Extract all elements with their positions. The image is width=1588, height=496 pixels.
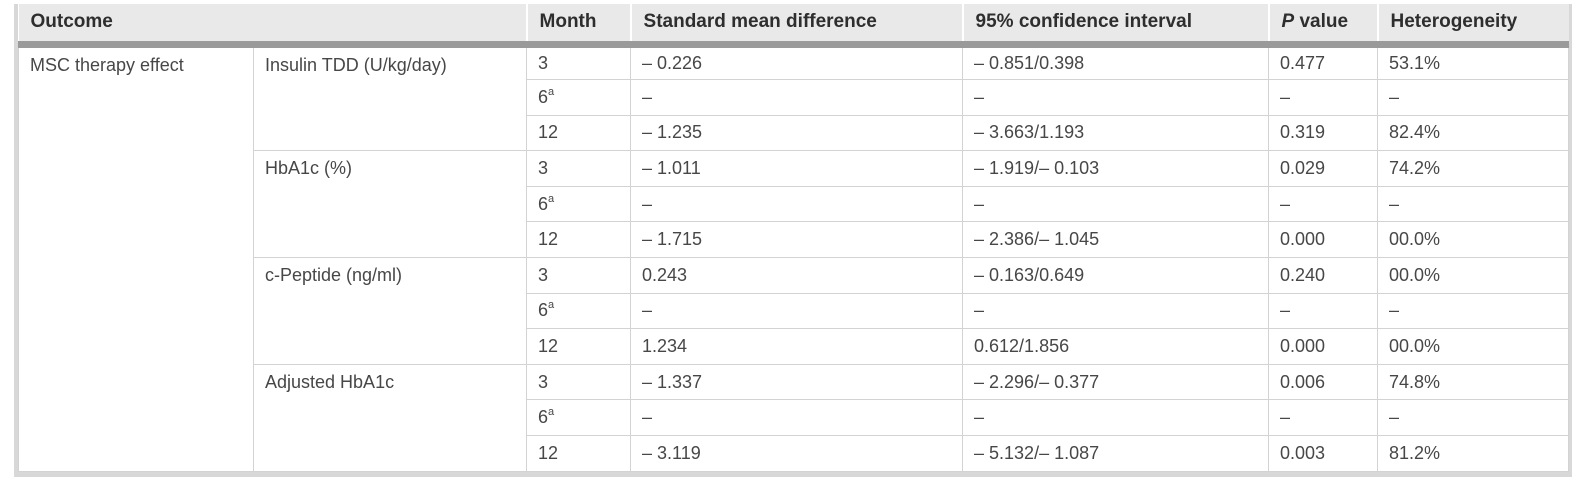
table-row: 6a – – – – — [19, 185, 1570, 223]
smd-cell: – — [630, 399, 964, 437]
heterogeneity-cell: 82.4% — [1377, 114, 1570, 152]
table-header: Outcome Month Standard mean difference 9… — [18, 4, 1569, 48]
table-row: 12 – 1.715 – 2.386/– 1.045 0.000 00.0% — [19, 221, 1570, 259]
table-row: 12 – 3.119 – 5.132/– 1.087 0.003 81.2% — [19, 435, 1570, 472]
table-row: 6a – – – – — [19, 79, 1570, 116]
footnote-marker: a — [548, 406, 555, 419]
heterogeneity-cell: – — [1377, 79, 1570, 116]
smd-cell: – 1.337 — [630, 363, 964, 401]
pvalue-cell: 0.240 — [1268, 257, 1379, 294]
pvalue-italic-p: P — [1281, 11, 1295, 33]
smd-cell: – 1.715 — [630, 221, 964, 259]
smd-cell: – 1.235 — [630, 114, 964, 152]
table-row: MSC therapy effect Insulin TDD (U/kg/day… — [18, 43, 1570, 472]
ci-cell: – 2.296/– 0.377 — [962, 363, 1270, 401]
month-cell: 6a — [526, 185, 632, 223]
table-row: 12 1.234 0.612/1.856 0.000 00.0% — [19, 328, 1570, 365]
month-cell: 3 — [526, 257, 632, 294]
pvalue-cell: 0.319 — [1268, 114, 1379, 152]
heterogeneity-cell: 74.2% — [1377, 150, 1570, 187]
heterogeneity-cell: – — [1377, 292, 1570, 330]
month-cell: 6a — [526, 79, 632, 116]
month-cell: 3 — [526, 150, 632, 187]
measure-cell: c-Peptide (ng/ml) — [252, 257, 528, 365]
smd-cell: 0.243 — [630, 257, 964, 294]
col-header-outcome: Outcome — [18, 4, 527, 48]
smd-cell: 1.234 — [630, 328, 964, 365]
heterogeneity-cell: 00.0% — [1377, 328, 1570, 365]
ci-cell: – 2.386/– 1.045 — [962, 221, 1270, 259]
pvalue-cell: 0.477 — [1268, 43, 1379, 81]
month-cell: 3 — [526, 363, 632, 401]
pvalue-rest: value — [1294, 11, 1349, 33]
heterogeneity-cell: 81.2% — [1377, 435, 1570, 472]
table-body: MSC therapy effect Insulin TDD (U/kg/day… — [18, 43, 1570, 472]
pvalue-cell: 0.000 — [1268, 328, 1379, 365]
smd-cell: – 3.119 — [630, 435, 964, 472]
pvalue-cell: 0.006 — [1268, 363, 1379, 401]
measure-cell: Adjusted HbA1c — [252, 363, 528, 472]
smd-cell: – — [630, 185, 964, 223]
month-cell: 6a — [526, 399, 632, 437]
pvalue-cell: 0.029 — [1268, 150, 1379, 187]
pvalue-cell: – — [1268, 399, 1379, 437]
ci-cell: 0.612/1.856 — [962, 328, 1270, 365]
month-cell: 6a — [526, 292, 632, 330]
smd-cell: – 1.011 — [630, 150, 964, 187]
heterogeneity-cell: 00.0% — [1377, 221, 1570, 259]
heterogeneity-cell: – — [1377, 399, 1570, 437]
month-cell: 12 — [526, 435, 632, 472]
col-header-heterogeneity: Heterogeneity — [1376, 4, 1569, 48]
heterogeneity-cell: 74.8% — [1377, 363, 1570, 401]
month-cell: 12 — [526, 221, 632, 259]
header-row: Outcome Month Standard mean difference 9… — [18, 4, 1569, 48]
table-row: HbA1c (%) 3 – 1.011 – 1.919/– 0.103 0.02… — [19, 150, 1570, 259]
ci-cell: – 1.919/– 0.103 — [962, 150, 1270, 187]
pvalue-cell: 0.000 — [1268, 221, 1379, 259]
heterogeneity-cell: – — [1377, 185, 1570, 223]
ci-cell: – 0.163/0.649 — [962, 257, 1270, 294]
ci-cell: – — [962, 292, 1270, 330]
smd-cell: – 0.226 — [630, 43, 964, 81]
footnote-marker: a — [548, 299, 555, 312]
month-cell: 12 — [526, 114, 632, 152]
col-header-month: Month — [525, 4, 631, 48]
table-row: c-Peptide (ng/ml) 3 0.243 – 0.163/0.649 … — [19, 257, 1570, 365]
measure-cell: Insulin TDD (U/kg/day) — [252, 43, 528, 152]
pvalue-cell: – — [1268, 79, 1379, 116]
footnote-marker: a — [548, 192, 555, 205]
results-table: Outcome Month Standard mean difference 9… — [18, 4, 1570, 472]
pvalue-cell: 0.003 — [1268, 435, 1379, 472]
ci-cell: – 5.132/– 1.087 — [962, 435, 1270, 472]
month-cell: 3 — [526, 43, 632, 81]
col-header-ci: 95% confidence interval — [961, 4, 1269, 48]
smd-cell: – — [630, 79, 964, 116]
ci-cell: – 0.851/0.398 — [962, 43, 1270, 81]
footnote-marker: a — [548, 85, 555, 98]
table-row: 6a – – – – — [19, 399, 1570, 437]
ci-cell: – 3.663/1.193 — [962, 114, 1270, 152]
table-row: 12 – 1.235 – 3.663/1.193 0.319 82.4% — [19, 114, 1570, 152]
col-header-pvalue: P value — [1267, 4, 1378, 48]
measure-cell: HbA1c (%) — [252, 150, 528, 259]
month-cell: 12 — [526, 328, 632, 365]
results-table-container: Outcome Month Standard mean difference 9… — [14, 4, 1572, 477]
table-row: 6a – – – – — [19, 292, 1570, 330]
pvalue-cell: – — [1268, 292, 1379, 330]
ci-cell: – — [962, 185, 1270, 223]
ci-cell: – — [962, 79, 1270, 116]
heterogeneity-cell: 53.1% — [1377, 43, 1570, 81]
ci-cell: – — [962, 399, 1270, 437]
table-row: Adjusted HbA1c 3 – 1.337 – 2.296/– 0.377… — [19, 363, 1570, 472]
smd-cell: – — [630, 292, 964, 330]
col-header-smd: Standard mean difference — [629, 4, 963, 48]
outcome-cell: MSC therapy effect — [18, 43, 254, 472]
pvalue-cell: – — [1268, 185, 1379, 223]
heterogeneity-cell: 00.0% — [1377, 257, 1570, 294]
